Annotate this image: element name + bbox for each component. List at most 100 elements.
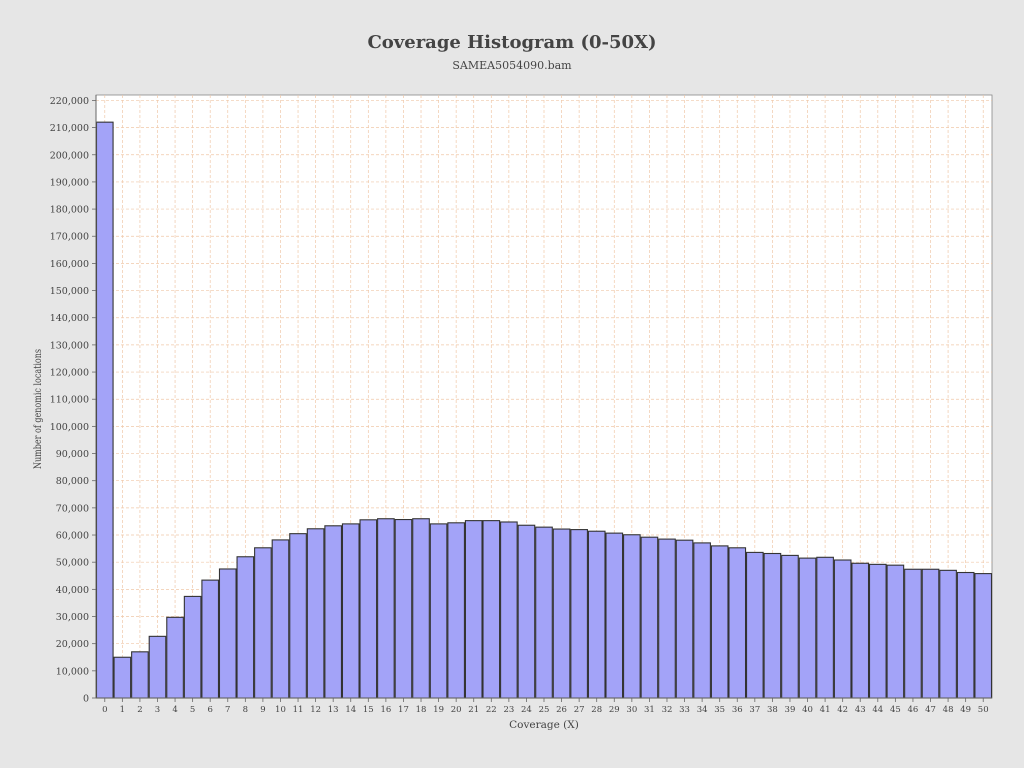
y-tick-label: 190,000	[50, 177, 89, 188]
y-tick-label: 90,000	[56, 449, 89, 460]
bar-coverage-10	[271, 539, 290, 699]
x-tick-label: 30	[626, 705, 637, 715]
y-tick-label: 30,000	[56, 612, 89, 623]
y-tick-label: 130,000	[50, 340, 89, 351]
y-tick-label: 40,000	[56, 585, 89, 596]
bar-coverage-49	[956, 571, 975, 699]
bar-coverage-40	[798, 557, 817, 699]
bar-coverage-9	[254, 547, 272, 699]
x-tick-label: 3	[155, 705, 160, 715]
x-tick-label: 19	[433, 705, 444, 715]
bar-coverage-27	[570, 529, 588, 699]
y-axis-label: Number of genomic locations	[32, 349, 44, 469]
bar-coverage-7	[218, 568, 237, 699]
bar-coverage-45	[886, 564, 905, 699]
x-tick-label: 22	[486, 705, 497, 715]
x-tick-label: 34	[697, 705, 708, 715]
x-tick-label: 13	[328, 705, 339, 715]
bar-coverage-39	[781, 554, 799, 699]
bar-coverage-34	[693, 542, 711, 699]
bar-coverage-50	[974, 573, 993, 699]
bar-coverage-19	[429, 523, 448, 699]
x-tick-label: 7	[225, 705, 230, 715]
x-tick-label: 33	[679, 705, 690, 715]
y-tick-label: 180,000	[50, 205, 89, 216]
x-tick-label: 17	[398, 705, 409, 715]
x-tick-label: 32	[662, 705, 673, 715]
x-tick-label: 0	[102, 705, 107, 715]
bar-coverage-41	[816, 556, 834, 699]
bar-coverage-5	[183, 595, 202, 699]
x-tick-label: 10	[275, 705, 286, 715]
bar-coverage-47	[921, 568, 940, 699]
bar-coverage-6	[201, 579, 220, 699]
bar-coverage-14	[341, 523, 360, 699]
x-tick-label: 6	[207, 705, 212, 715]
chart-title: Coverage Histogram (0-50X)	[367, 32, 656, 53]
x-tick-label: 42	[837, 705, 848, 715]
y-tick-label: 20,000	[56, 639, 89, 650]
bar-coverage-0	[95, 121, 114, 699]
bar-coverage-21	[464, 520, 483, 699]
bar-coverage-25	[535, 526, 553, 699]
y-tick-label: 120,000	[50, 368, 89, 379]
x-tick-label: 5	[190, 705, 195, 715]
bar-coverage-38	[763, 552, 782, 699]
x-tick-label: 44	[872, 705, 883, 715]
x-tick-label: 2	[137, 705, 142, 715]
x-tick-label: 36	[732, 705, 743, 715]
x-tick-label: 8	[243, 705, 248, 715]
bar-coverage-11	[289, 533, 307, 699]
y-tick-label: 210,000	[50, 123, 89, 134]
x-tick-label: 43	[855, 705, 866, 715]
chart-subtitle: SAMEA5054090.bam	[452, 59, 572, 72]
bar-coverage-46	[904, 568, 922, 699]
y-tick-label: 80,000	[56, 476, 89, 487]
x-tick-label: 39	[785, 705, 796, 715]
bar-coverage-43	[851, 562, 870, 699]
x-tick-label: 31	[644, 705, 655, 715]
x-tick-label: 25	[539, 705, 550, 715]
bar-coverage-33	[675, 539, 694, 699]
y-tick-label: 60,000	[56, 531, 89, 542]
x-tick-label: 9	[260, 705, 265, 715]
bar-coverage-2	[131, 651, 149, 699]
x-tick-label: 49	[960, 705, 971, 715]
bar-coverage-28	[587, 530, 606, 699]
bar-coverage-36	[728, 547, 747, 699]
y-tick-label: 100,000	[50, 422, 89, 433]
bar-coverage-4	[166, 616, 184, 699]
x-tick-label: 26	[556, 705, 567, 715]
y-tick-label: 140,000	[50, 313, 89, 324]
bar-coverage-15	[359, 519, 378, 699]
bar-coverage-31	[640, 536, 659, 699]
x-tick-label: 12	[310, 705, 321, 715]
bar-coverage-42	[833, 559, 852, 699]
bar-coverage-29	[605, 532, 624, 699]
x-tick-label: 4	[172, 705, 177, 715]
y-axis: 0 10,000 20,000 30,000 40,000 50,000 60,000 70,…	[50, 95, 97, 705]
x-tick-label: 38	[767, 705, 778, 715]
x-tick-label: 27	[574, 705, 585, 715]
x-tick-label: 29	[609, 705, 620, 715]
x-tick-label: 35	[714, 705, 725, 715]
x-tick-label: 1	[120, 705, 125, 715]
y-tick-label: 70,000	[56, 503, 89, 514]
x-tick-label: 24	[521, 705, 532, 715]
x-tick-label: 14	[345, 705, 356, 715]
x-tick-label: 48	[943, 705, 954, 715]
bar-coverage-37	[745, 551, 764, 699]
x-axis: 0 1 2 3 4 5 6 7 8 9 10 11 12 13 14 15 16 17 18 19 20 21 22 23 24…	[96, 697, 992, 715]
bar-coverage-32	[658, 538, 676, 699]
bar-coverage-48	[939, 569, 957, 699]
x-tick-label: 16	[380, 705, 391, 715]
bar-coverage-24	[517, 524, 536, 699]
y-tick-label: 110,000	[50, 395, 89, 406]
bar-coverage-12	[306, 528, 325, 699]
x-tick-label: 50	[978, 705, 989, 715]
bar-coverage-8	[236, 556, 255, 699]
bar-coverage-16	[377, 518, 395, 699]
y-tick-label: 200,000	[50, 150, 89, 161]
